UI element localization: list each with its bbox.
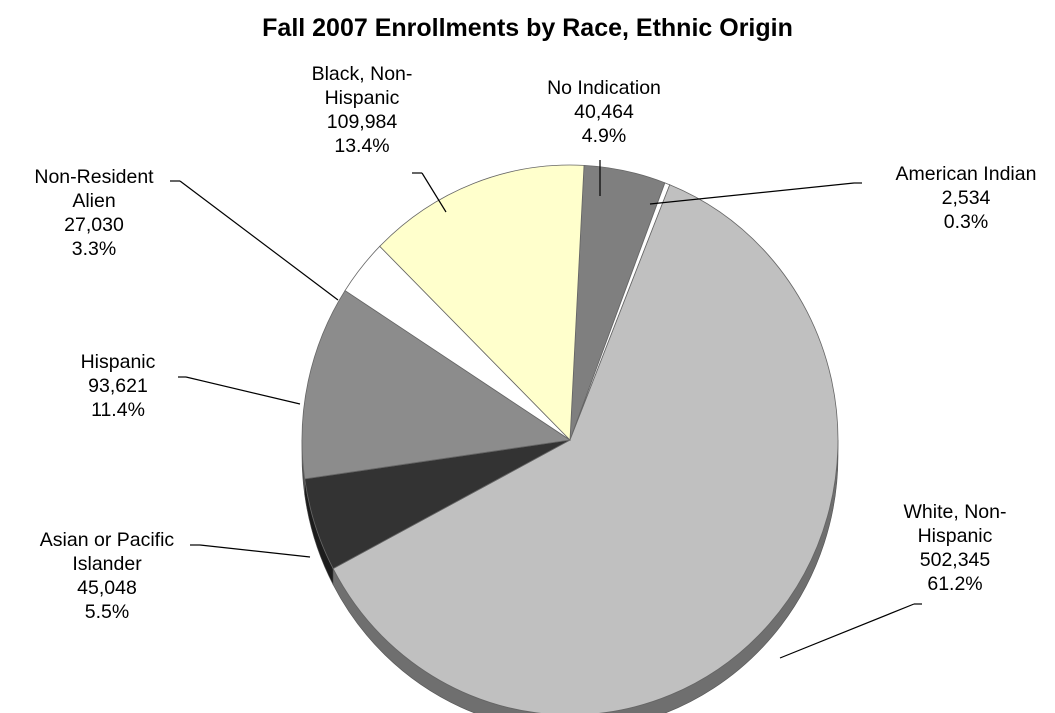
leader-line-6 (421, 172, 447, 213)
slice-label-name: Non-Resident (34, 166, 154, 188)
slice-label-percent: 13.4% (334, 135, 389, 157)
slice-label-0: No Indication 40,464 4.9% (547, 77, 661, 147)
leader-line-1 (649, 182, 855, 205)
slice-label-percent: 3.3% (72, 238, 116, 260)
pie-slice-2 (332, 184, 839, 713)
pie-slices (301, 164, 839, 713)
slice-label-value: 45,048 (77, 577, 137, 599)
leader-line-3 (199, 544, 311, 558)
slice-label-percent: 11.4% (91, 399, 145, 421)
slice-label-value: 502,345 (920, 549, 991, 571)
leader-line-2 (779, 603, 915, 659)
pie-slice-6 (379, 164, 585, 441)
slice-labels: No Indication 40,464 4.9% American Indian 2,… (34, 63, 1036, 623)
slice-label-name: Hispanic (81, 351, 156, 373)
chart-title: Fall 2007 Enrollments by Race, Ethnic Or… (262, 14, 793, 42)
slice-label-value: 93,621 (88, 375, 148, 397)
slice-label-name: White, Non- (904, 501, 1007, 523)
slice-label-value: 27,030 (64, 214, 124, 236)
slice-label-name: Hispanic (325, 87, 400, 109)
slice-label-name: Islander (72, 553, 142, 575)
slice-label-5: Non-Resident Alien 27,030 3.3% (34, 166, 154, 260)
slice-label-name: Hispanic (918, 525, 993, 547)
leader-lines (170, 160, 922, 659)
slice-label-4: Hispanic 93,621 11.4% (81, 351, 156, 421)
slice-label-percent: 61.2% (927, 573, 982, 595)
slice-label-name: American Indian (896, 163, 1037, 185)
slice-label-name: Alien (72, 190, 115, 212)
slice-label-percent: 4.9% (582, 125, 626, 147)
slice-label-3: Asian or Pacific Islander 45,048 5.5% (40, 529, 175, 623)
slice-label-1: American Indian 2,534 0.3% (896, 163, 1037, 233)
leader-line-4 (185, 376, 301, 405)
slice-label-name: No Indication (547, 77, 661, 99)
slice-label-2: White, Non-Hispanic 502,345 61.2% (904, 501, 1007, 595)
slice-label-value: 40,464 (574, 101, 634, 123)
leader-line-5 (179, 180, 339, 301)
slice-label-percent: 5.5% (85, 601, 129, 623)
slice-label-value: 2,534 (942, 187, 991, 209)
slice-label-value: 109,984 (327, 111, 398, 133)
slice-label-percent: 0.3% (944, 211, 988, 233)
pie-slice-4 (301, 289, 572, 480)
slice-label-6: Black, Non-Hispanic 109,984 13.4% (312, 63, 413, 157)
slice-label-name: Asian or Pacific (40, 529, 175, 551)
slice-label-name: Black, Non- (312, 63, 413, 85)
